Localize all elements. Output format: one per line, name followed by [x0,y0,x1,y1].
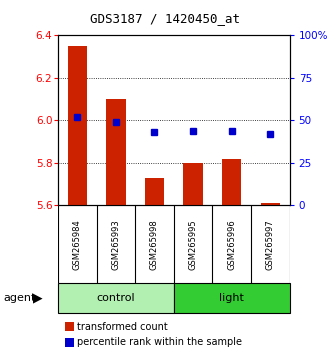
Bar [174,283,290,313]
Bar [222,159,241,205]
Text: GDS3187 / 1420450_at: GDS3187 / 1420450_at [90,12,241,25]
Bar [145,178,164,205]
Text: GSM265997: GSM265997 [266,219,275,270]
Bar [260,203,280,205]
Bar [58,283,174,313]
Text: transformed count: transformed count [77,321,168,332]
Text: control: control [97,293,135,303]
Text: light: light [219,293,244,303]
Text: GSM265984: GSM265984 [73,219,82,270]
Bar [183,163,203,205]
Text: GSM265993: GSM265993 [111,219,120,270]
Text: agent: agent [3,293,36,303]
Bar [68,46,87,205]
Text: GSM265995: GSM265995 [189,219,198,270]
Text: GSM265996: GSM265996 [227,219,236,270]
Text: ▶: ▶ [33,292,43,305]
Bar [106,99,125,205]
Text: percentile rank within the sample: percentile rank within the sample [77,337,242,348]
Text: GSM265998: GSM265998 [150,219,159,270]
